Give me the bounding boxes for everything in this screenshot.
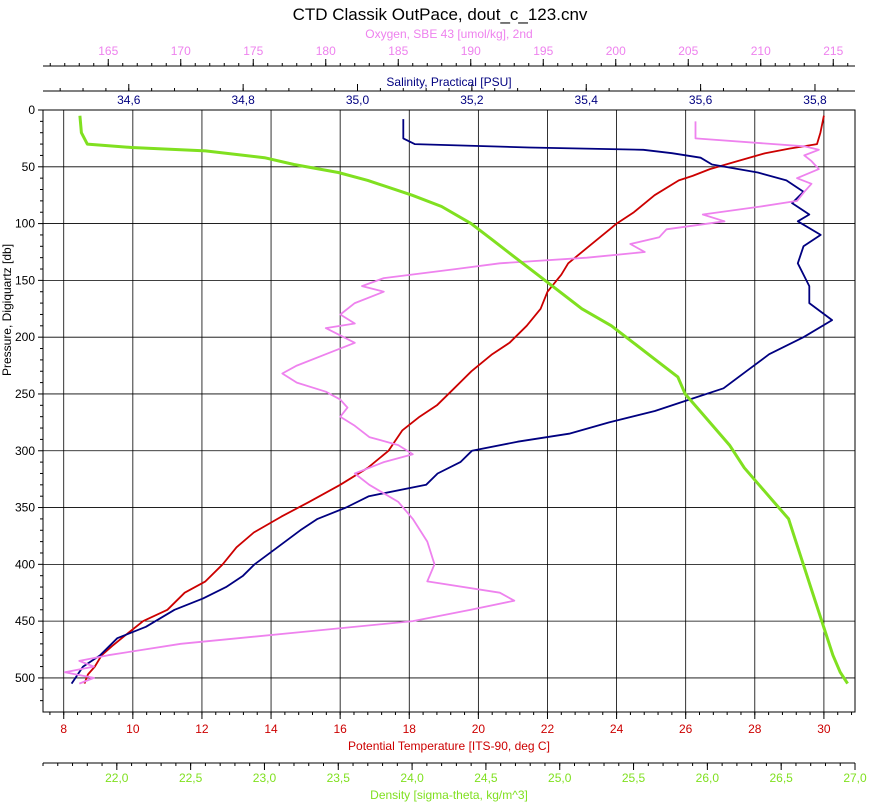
salinity-tick-label: 34,6	[117, 93, 141, 107]
density-tick-label: 23,5	[327, 771, 351, 785]
y-tick-label: 350	[15, 501, 35, 515]
salinity-tick-label: 35,0	[346, 93, 370, 107]
oxygen-tick-label: 210	[751, 44, 771, 58]
density-tick-label: 25,5	[622, 771, 646, 785]
y-tick-label: 0	[28, 103, 35, 117]
salinity-tick-label: 35,2	[460, 93, 484, 107]
oxygen-tick-label: 205	[678, 44, 698, 58]
oxygen-tick-label: 190	[461, 44, 481, 58]
density-tick-label: 22,5	[179, 771, 203, 785]
oxygen-tick-label: 195	[533, 44, 553, 58]
density-tick-label: 26,0	[696, 771, 720, 785]
density-series-line	[78, 115, 849, 685]
oxygen-tick-label: 180	[316, 44, 336, 58]
density-tick-label: 27,0	[843, 771, 867, 785]
grid	[42, 109, 856, 713]
density-tick-label: 25,0	[548, 771, 572, 785]
oxygen-tick-label: 165	[98, 44, 118, 58]
salinity-series-line	[70, 119, 833, 685]
temperature-tick-label: 12	[195, 722, 209, 736]
y-tick-label: 100	[15, 217, 35, 231]
salinity-tick-label: 35,6	[689, 93, 713, 107]
salinity-axis-title: Salinity, Practical [PSU]	[386, 75, 511, 89]
oxygen-tick-label: 175	[243, 44, 263, 58]
temperature-tick-label: 8	[60, 722, 67, 736]
density-tick-label: 26,5	[770, 771, 794, 785]
temperature-tick-label: 20	[472, 722, 486, 736]
temperature-tick-label: 26	[679, 722, 693, 736]
temperature-tick-label: 16	[333, 722, 347, 736]
temperature-tick-label: 22	[541, 722, 555, 736]
plot-frame	[42, 109, 856, 713]
y-axis-label: Pressure, Digiquartz [db]	[0, 244, 14, 376]
y-tick-label: 450	[15, 614, 35, 628]
temperature-tick-label: 30	[817, 722, 831, 736]
salinity-tick-label: 35,8	[803, 93, 827, 107]
y-tick-label: 250	[15, 387, 35, 401]
temperature-tick-label: 18	[403, 722, 417, 736]
series-lines	[63, 115, 849, 685]
oxygen-tick-label: 200	[606, 44, 626, 58]
temperature-series-line	[83, 115, 825, 684]
oxygen-series-line	[63, 121, 820, 685]
y-tick-label: 300	[15, 444, 35, 458]
oxygen-tick-label: 185	[388, 44, 408, 58]
y-tick-label: 50	[22, 160, 36, 174]
oxygen-axis-title: Oxygen, SBE 43 [umol/kg], 2nd	[365, 27, 532, 41]
oxygen-tick-label: 215	[823, 44, 843, 58]
density-tick-label: 22,0	[105, 771, 129, 785]
y-tick-label: 500	[15, 671, 35, 685]
density-tick-label: 24,5	[474, 771, 498, 785]
density-tick-label: 23,0	[253, 771, 277, 785]
temperature-tick-label: 14	[264, 722, 278, 736]
salinity-tick-label: 35,4	[575, 93, 599, 107]
density-tick-label: 24,0	[400, 771, 424, 785]
temperature-tick-label: 28	[748, 722, 762, 736]
y-tick-label: 400	[15, 557, 35, 571]
chart-title: CTD Classik OutPace, dout_c_123.cnv	[293, 5, 588, 24]
density-axis-title: Density [sigma-theta, kg/m^3]	[370, 788, 528, 802]
temperature-tick-label: 10	[126, 722, 140, 736]
temperature-tick-label: 24	[610, 722, 624, 736]
temperature-axis-title: Potential Temperature [ITS-90, deg C]	[348, 739, 550, 753]
salinity-tick-label: 34,8	[231, 93, 255, 107]
axes: 0 50 100 150 200 250 300 350 400 450 500 165 170 175 1…	[15, 27, 867, 802]
y-tick-label: 150	[15, 273, 35, 287]
oxygen-tick-label: 170	[171, 44, 191, 58]
y-tick-label: 200	[15, 330, 35, 344]
